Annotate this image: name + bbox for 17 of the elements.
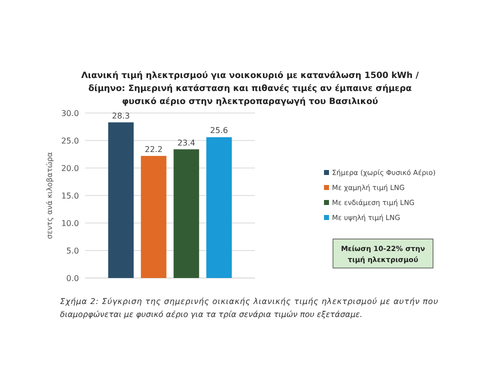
y-tick-label: 25.0 [61,136,79,146]
chart-title: Λιανική τιμή ηλεκτρισμού για νοικοκυριό με κατανάλωση 1500 kWh / δίμηνο: Σημερινή κατάσταση και πιθανές τιμές αν έμπαινε σήμερα φυσικό αέριο στην ηλεκτροπαραγωγή του Βασιλικού [81,71,420,107]
bar [206,137,232,278]
y-tick-label: 30.0 [61,109,79,118]
data-label: 22.2 [144,144,163,154]
y-tick-label: 10.0 [61,219,79,228]
bar [140,156,166,278]
bar [108,122,134,278]
y-tick-label: 15.0 [61,192,79,200]
data-label: 23.4 [177,138,196,148]
data-label: 25.6 [210,126,228,136]
y-tick-label: 5.0 [66,246,79,256]
text: Σχήμα 2: Σύγκριση της σημερινής οικιακής λιανικής τιμής ηλεκτρισμού με αυτήν που διαμορφώνεται με φυσικό αέριο για τα τρία σενάρια τιμών που εξετάσαμε. [60,297,438,319]
bar [174,149,200,278]
y-tick-label: 20.0 [61,164,79,173]
data-label: 28.3 [112,111,130,120]
y-tick-label: 0.0 [66,274,79,283]
